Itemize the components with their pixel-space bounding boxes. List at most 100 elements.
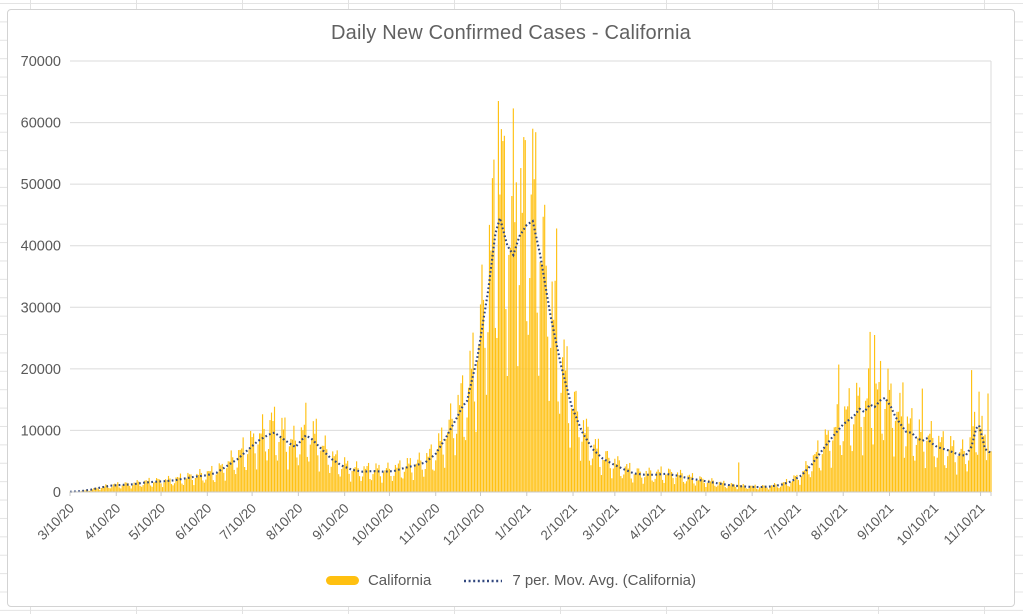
bar: [670, 471, 673, 492]
bar: [599, 466, 601, 492]
bar: [123, 485, 125, 492]
bar: [959, 452, 961, 492]
bar: [542, 216, 544, 492]
bar: [120, 488, 122, 492]
bar: [965, 464, 967, 492]
legend-entry-california[interactable]: California: [325, 572, 431, 589]
bar: [281, 417, 283, 492]
bar: [969, 437, 971, 492]
bar: [229, 461, 231, 492]
bar: [236, 467, 238, 492]
bar: [673, 484, 676, 492]
bar: [372, 474, 374, 492]
bar: [665, 474, 667, 492]
bar: [672, 478, 674, 492]
bar: [260, 433, 262, 492]
bar: [344, 457, 346, 492]
bar: [963, 451, 965, 492]
bar: [656, 471, 658, 492]
bar: [578, 437, 580, 492]
bar: [645, 470, 647, 492]
bar: [971, 370, 973, 492]
bar: [305, 402, 307, 492]
bar: [575, 390, 577, 492]
bar: [315, 418, 317, 492]
bar: [475, 431, 477, 492]
legend-entry-moving-average[interactable]: 7 per. Mov. Avg. (California): [463, 572, 696, 589]
bar: [882, 440, 885, 492]
plot-area: 0 10000 20000 30000 40000 50000 60000 70000 3/10…: [21, 54, 992, 548]
bar: [339, 476, 341, 492]
bar: [399, 460, 401, 492]
bar: [218, 463, 220, 492]
bar: [515, 182, 517, 493]
bar: [556, 228, 558, 492]
bar: [287, 469, 289, 492]
bar: [454, 455, 456, 492]
bar: [626, 463, 628, 492]
bar: [750, 485, 752, 492]
bar: [432, 469, 434, 492]
bar: [170, 484, 173, 492]
x-tick-label: 3/10/20: [35, 501, 77, 543]
bar: [772, 485, 774, 492]
bar: [594, 439, 597, 492]
x-tick-label: 8/10/21: [808, 501, 850, 543]
x-tick-label: 9/10/21: [854, 501, 896, 543]
bar: [890, 383, 892, 492]
bar: [326, 449, 328, 492]
bar: [311, 438, 313, 492]
bar: [756, 488, 758, 492]
bar: [308, 461, 310, 492]
chart-card[interactable]: 0 10000 20000 30000 40000 50000 60000 70000 3/10…: [7, 9, 1015, 607]
bar: [944, 465, 946, 492]
bar: [667, 468, 670, 492]
bar: [269, 420, 271, 492]
bar: [706, 482, 708, 492]
bar: [450, 403, 452, 492]
bar: [629, 462, 631, 492]
bar: [379, 476, 382, 492]
bar: [529, 278, 531, 492]
bar: [145, 480, 147, 492]
x-tick-label: 5/10/21: [671, 501, 713, 543]
bar: [885, 399, 888, 492]
bar: [390, 476, 392, 492]
bar: [191, 480, 193, 492]
bar: [303, 424, 305, 492]
bar: [712, 480, 714, 492]
bar: [642, 483, 644, 492]
bar: [591, 458, 594, 492]
bar: [693, 483, 695, 492]
bar: [141, 486, 143, 492]
bar: [329, 473, 331, 492]
y-tick-label: 40000: [21, 239, 61, 255]
bar: [342, 465, 344, 492]
bar: [178, 477, 180, 492]
bar: [412, 480, 414, 492]
bar: [523, 137, 525, 492]
bar: [657, 469, 659, 492]
bar: [623, 474, 625, 492]
bar: [802, 471, 804, 492]
bar: [473, 401, 476, 492]
bar: [117, 482, 119, 492]
bar: [617, 456, 619, 492]
bar: [635, 474, 637, 492]
bar: [550, 347, 552, 492]
bar: [144, 480, 146, 492]
bar: [747, 488, 749, 492]
bar: [842, 441, 844, 492]
bar: [506, 375, 508, 492]
bar: [988, 453, 991, 492]
y-tick-label: 0: [53, 485, 61, 501]
bar: [544, 204, 546, 492]
bar: [951, 446, 953, 492]
bar: [545, 265, 547, 492]
bar: [100, 487, 102, 492]
bar: [554, 280, 556, 492]
bar: [900, 416, 903, 492]
bar: [521, 212, 523, 492]
bar: [135, 483, 137, 492]
bar: [851, 451, 853, 492]
